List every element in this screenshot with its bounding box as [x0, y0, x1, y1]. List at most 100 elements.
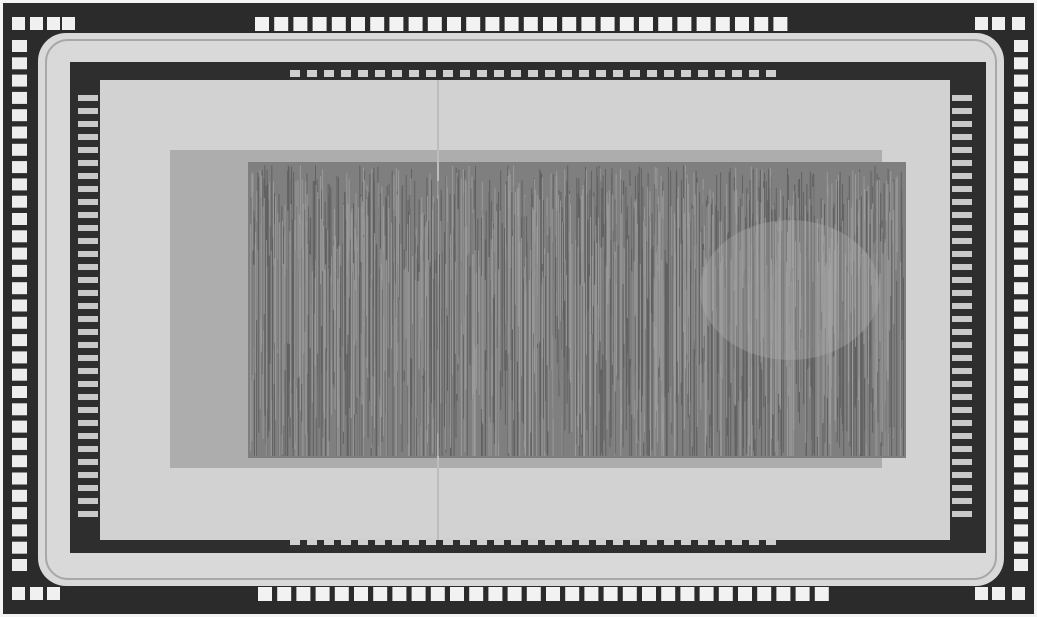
io-cell: [78, 433, 98, 439]
bond-pad: [718, 587, 733, 601]
io-cell: [341, 538, 351, 545]
bond-pad: [12, 472, 27, 485]
bond-pad: [677, 17, 692, 31]
bond-pad: [565, 587, 580, 601]
io-cell: [749, 70, 759, 77]
io-cell: [494, 70, 504, 77]
io-cell: [78, 420, 98, 426]
io-cell: [409, 70, 419, 77]
bond-pad: [12, 316, 27, 329]
io-cell: [460, 538, 470, 545]
io-cell: [562, 70, 572, 77]
bond-pad: [274, 17, 289, 31]
bond-pad: [12, 541, 27, 554]
corner-pad: [62, 17, 75, 30]
bond-pad: [12, 455, 27, 468]
corner-pad: [12, 587, 25, 600]
io-cell: [766, 70, 776, 77]
bond-pad: [12, 507, 27, 520]
bond-pad: [12, 213, 27, 225]
bond-pad: [411, 587, 426, 601]
io-cell: [78, 511, 98, 517]
io-cell: [375, 70, 385, 77]
bond-pad: [1014, 420, 1028, 433]
io-cell: [952, 134, 972, 140]
bond-pad: [12, 161, 27, 174]
io-cell: [952, 420, 972, 426]
bond-pad: [543, 17, 557, 31]
io-cell: [528, 70, 538, 77]
bond-pad: [370, 17, 385, 31]
io-cell: [78, 277, 98, 283]
bond-pad: [331, 17, 346, 31]
bond-pad: [485, 17, 500, 31]
io-cell: [78, 160, 98, 166]
bond-pad: [1014, 247, 1028, 260]
io-cell: [647, 70, 657, 77]
bond-pad: [1014, 40, 1028, 52]
io-cell: [732, 538, 742, 545]
io-cell: [78, 108, 98, 114]
io-cell: [78, 264, 98, 270]
io-cell: [952, 446, 972, 452]
io-cell: [358, 70, 368, 77]
corner-pad: [1012, 587, 1025, 600]
corner-pad: [47, 17, 60, 30]
io-cell: [952, 407, 972, 413]
bond-pad: [546, 587, 560, 601]
io-cell: [613, 70, 623, 77]
io-cell: [78, 459, 98, 465]
bond-pad: [584, 587, 599, 601]
bond-pad: [12, 178, 27, 191]
bond-pad: [1014, 195, 1028, 208]
corner-pad: [1012, 17, 1025, 30]
bond-pad: [469, 587, 484, 601]
io-cell: [78, 303, 98, 309]
io-cell: [78, 251, 98, 257]
bond-pad: [12, 247, 27, 260]
io-cell: [78, 498, 98, 504]
bond-pad: [1014, 351, 1028, 364]
io-cell: [579, 538, 589, 545]
io-cell: [952, 472, 972, 478]
io-cell: [952, 212, 972, 218]
io-cell: [78, 394, 98, 400]
io-cell: [952, 342, 972, 348]
corner-pad: [975, 17, 988, 30]
io-cell: [78, 238, 98, 244]
io-cell: [78, 147, 98, 153]
io-cell: [409, 538, 419, 545]
io-cell: [78, 407, 98, 413]
io-cell: [952, 173, 972, 179]
bond-pad: [12, 143, 27, 156]
corner-pad: [30, 17, 43, 30]
bond-pad: [12, 524, 27, 537]
bond-pad: [255, 17, 269, 31]
io-cell: [78, 290, 98, 296]
io-cell: [358, 538, 368, 545]
bond-pad: [526, 587, 541, 601]
io-cell: [443, 70, 453, 77]
io-cell: [290, 538, 300, 545]
bond-pad: [12, 299, 27, 312]
bond-pad: [373, 587, 388, 601]
corner-pad: [47, 587, 60, 600]
bond-pad: [619, 17, 634, 31]
bond-pad: [1014, 386, 1028, 398]
io-cell: [528, 538, 538, 545]
io-cell: [952, 121, 972, 127]
io-cell: [952, 290, 972, 296]
bond-pad: [389, 17, 404, 31]
io-cell: [460, 70, 470, 77]
bond-pad: [658, 17, 673, 31]
seal-ring-line: [45, 39, 997, 580]
io-cell: [952, 394, 972, 400]
io-cell: [78, 472, 98, 478]
bond-pad: [12, 403, 27, 416]
bond-pad: [1014, 178, 1028, 191]
io-cell: [732, 70, 742, 77]
io-cell: [78, 355, 98, 361]
io-cell: [952, 160, 972, 166]
bond-pad: [334, 587, 349, 601]
bond-pad: [776, 587, 791, 601]
